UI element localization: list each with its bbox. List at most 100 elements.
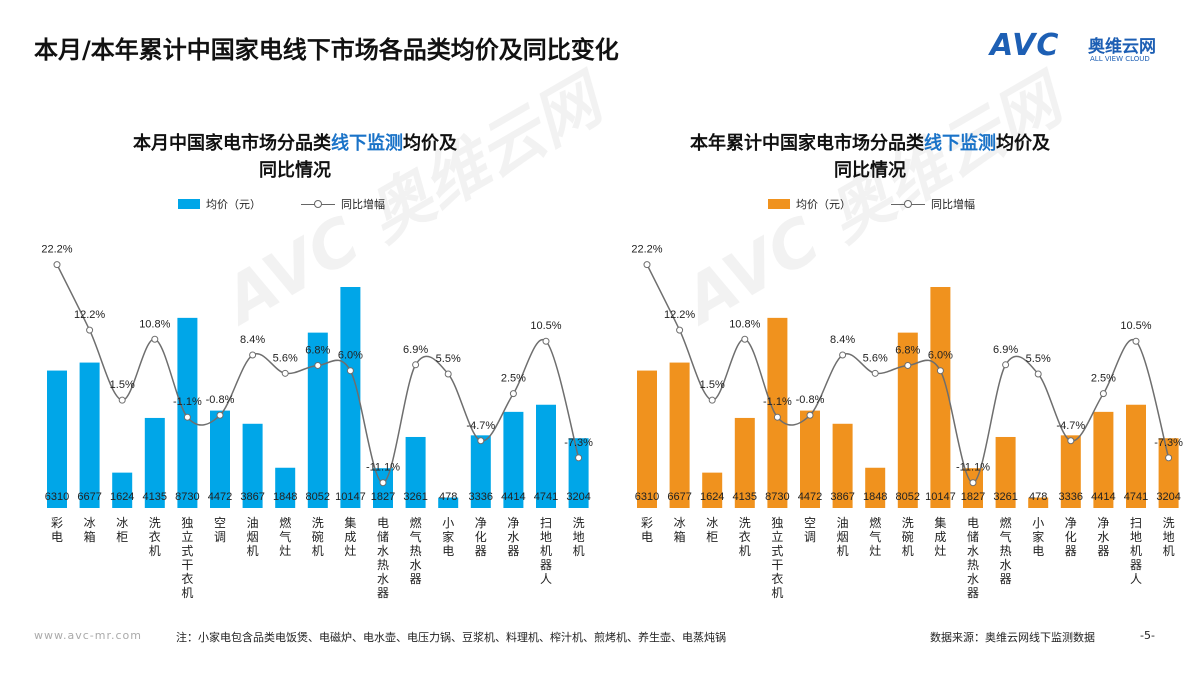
category-label: 机 (149, 544, 161, 558)
yoy-point (86, 326, 94, 334)
category-label: 洗 (312, 516, 324, 530)
category-label: 水 (507, 530, 519, 544)
yoy-point (118, 396, 126, 404)
category-label: 调 (214, 530, 226, 544)
bar-value-label: 6677 (667, 491, 691, 503)
yoy-point (1165, 454, 1173, 462)
yoy-label: -4.7% (1056, 420, 1085, 432)
bar-净水器 (1093, 411, 1114, 508)
category-label: 柜 (706, 530, 718, 544)
yoy-label: 1.5% (110, 379, 135, 391)
category-label: 碗 (902, 529, 914, 544)
yoy-point (509, 390, 517, 398)
bar-value-label: 8052 (896, 491, 920, 503)
yoy-point (1067, 437, 1075, 445)
bar-洗碗机 (897, 332, 918, 508)
chart-title-monthly: 本月中国家电市场分品类线下监测均价及 同比情况 (133, 133, 457, 181)
category-label: 机 (771, 586, 783, 600)
bar-value-label: 3336 (469, 491, 493, 503)
category-label: 器 (967, 586, 979, 600)
category-label: 烟 (837, 530, 849, 544)
category-label: 衣 (739, 529, 751, 544)
yoy-label: 6.8% (305, 344, 330, 356)
yoy-line (646, 264, 1170, 484)
category-label: 烟 (247, 530, 259, 544)
category-label: 机 (902, 544, 914, 558)
yoy-label: 12.2% (664, 309, 695, 321)
category-label: 箱 (674, 529, 686, 544)
category-label: 独 (771, 516, 783, 530)
bar-value-label: 1827 (961, 491, 985, 503)
category-label: 空 (804, 516, 816, 530)
category-label: 地 (1130, 530, 1142, 544)
category-label: 热 (967, 558, 979, 572)
yoy-label: -1.1% (173, 396, 202, 408)
bar-value-label: 1624 (110, 491, 134, 503)
category-label: 衣 (149, 529, 161, 544)
category-label: 机 (247, 544, 259, 558)
yoy-point (708, 396, 716, 404)
bar-油烟机 (832, 423, 853, 508)
category-label: 气 (869, 529, 881, 544)
yoy-label: -4.7% (466, 420, 495, 432)
category-label: 衣 (771, 571, 783, 586)
bar-value-label: 10147 (925, 491, 956, 503)
yoy-label: -0.8% (796, 394, 825, 406)
category-label: 机 (312, 544, 324, 558)
category-label: 电 (967, 516, 979, 530)
category-label: 洗 (149, 516, 161, 530)
yoy-label: 5.5% (1026, 353, 1051, 365)
bar-扫地机器人 (536, 404, 556, 508)
category-label: 燃 (410, 515, 422, 530)
yoy-label: 10.5% (1120, 320, 1151, 332)
legend-ytd: 均价（元） 同比增幅 (768, 196, 975, 212)
yoy-point (249, 351, 257, 359)
yoy-label: 8.4% (830, 334, 855, 346)
category-label: 燃 (279, 515, 291, 530)
bar-value-label: 6310 (45, 491, 69, 503)
bar-value-label: 4135 (143, 491, 167, 503)
yoy-point (542, 337, 550, 345)
category-label: 器 (377, 586, 389, 600)
bar-冰柜 (112, 472, 133, 508)
bar-冰箱 (669, 362, 690, 508)
category-label: 电 (1032, 544, 1044, 558)
bar-value-label: 3204 (566, 491, 590, 503)
category-label: 集 (344, 515, 356, 530)
category-label: 小 (1032, 516, 1044, 530)
category-label: 灶 (344, 544, 356, 558)
bar-燃气热水器 (995, 436, 1016, 508)
category-label: 储 (967, 529, 979, 544)
bar-value-label: 3204 (1156, 491, 1180, 503)
category-label: 家 (1032, 529, 1044, 544)
bar-洗地机 (568, 438, 589, 508)
yoy-point (936, 367, 944, 375)
yoy-point (53, 261, 61, 269)
category-label: 器 (1065, 544, 1077, 558)
bar-冰箱 (79, 362, 100, 508)
yoy-point (741, 335, 749, 343)
category-label: 洗 (739, 516, 751, 530)
category-label: 洗 (573, 516, 585, 530)
category-label: 式 (181, 544, 193, 558)
bar-value-label: 3867 (830, 491, 854, 503)
yoy-label: 10.5% (530, 320, 561, 332)
category-label: 器 (1000, 572, 1012, 586)
bar-value-label: 3867 (240, 491, 264, 503)
category-label: 机 (181, 586, 193, 600)
yoy-point (969, 479, 977, 487)
avc-logo: AVC 奥维云网 ALL VIEW CLOUD (990, 28, 1156, 63)
yoy-label: 12.2% (74, 309, 105, 321)
category-label: 器 (1097, 544, 1109, 558)
category-label: 洗 (1163, 516, 1175, 530)
bar-value-label: 8052 (306, 491, 330, 503)
category-label: 立 (181, 529, 193, 544)
category-label: 扫 (1130, 516, 1142, 530)
page-number: -5- (1140, 629, 1155, 642)
category-label: 人 (540, 572, 552, 586)
bar-燃气灶 (865, 467, 886, 508)
yoy-point (444, 370, 452, 378)
category-label: 净 (1097, 516, 1109, 530)
category-label: 彩 (51, 516, 63, 530)
